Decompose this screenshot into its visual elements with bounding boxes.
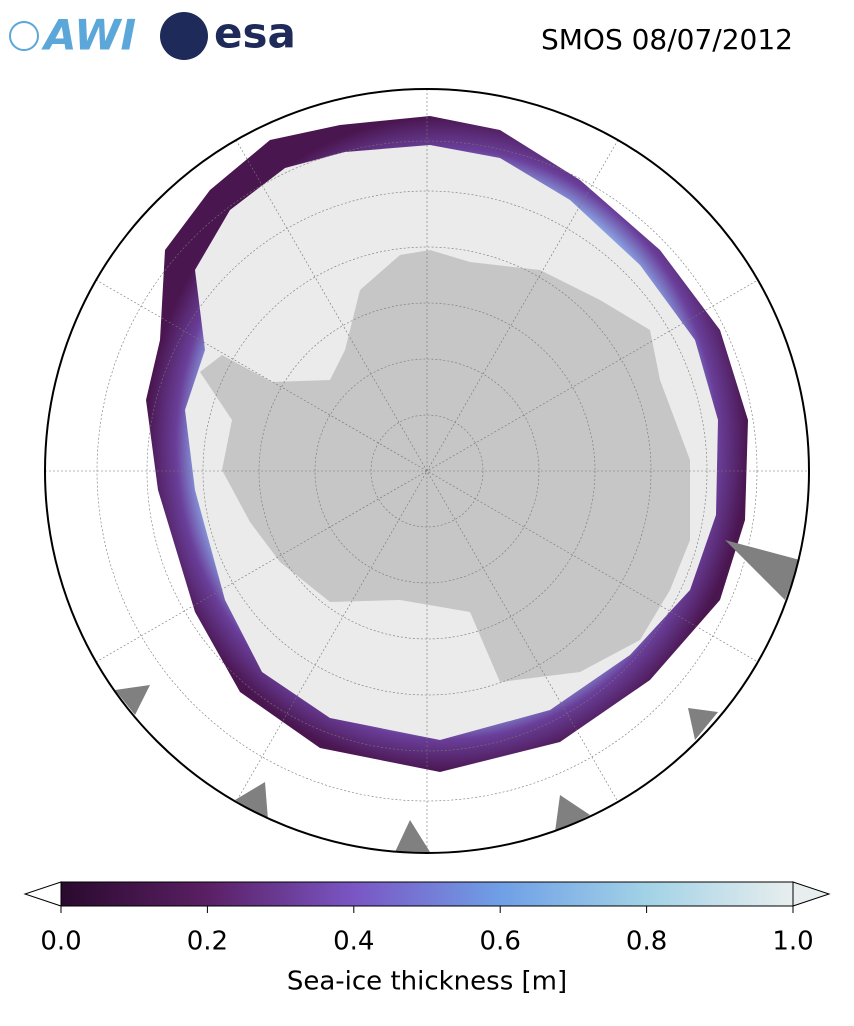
colorbar-tick-label: 0.0 [40,927,81,957]
graticule [45,89,809,853]
colorbar-bar [60,881,794,907]
colorbar-tick-label: 0.8 [626,927,667,957]
colorbar-tick-label: 0.4 [333,927,374,957]
map [45,89,809,853]
map-title: SMOS 08/07/2012 [541,23,793,56]
map-border [44,88,810,854]
colorbar-tick-label: 1.0 [772,927,813,957]
colorbar [23,881,831,907]
colorbar-label: Sea-ice thickness [m] [287,967,567,997]
land-patches [115,540,800,852]
awi-globe [9,21,39,51]
awi-logo: AWI [41,11,136,60]
colorbar-tick-label: 0.6 [480,927,521,957]
antarctica [200,250,690,682]
colorbar-extend-low [23,881,62,907]
esa-emblem [160,12,208,60]
colorbar-extend-high [792,881,831,907]
colorbar-tick-label: 0.2 [187,927,228,957]
esa-logo: esa [214,9,296,58]
logos: AWI esa [9,9,296,60]
